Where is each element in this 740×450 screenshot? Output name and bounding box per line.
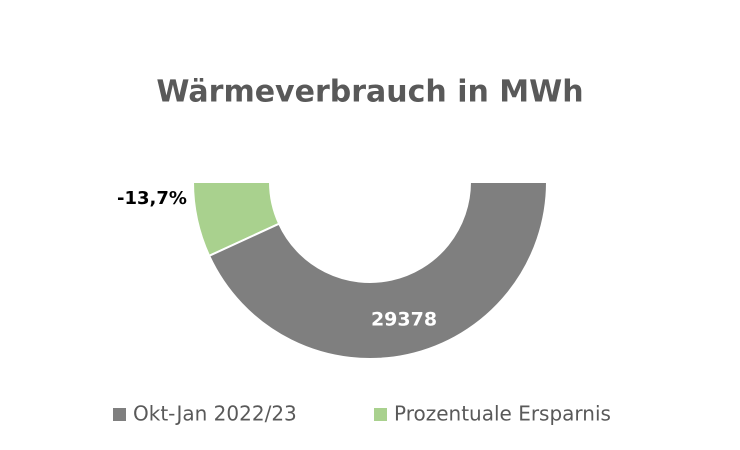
legend-swatch: [374, 408, 387, 421]
chart-title: Wärmeverbrauch in MWh: [156, 75, 583, 110]
data-label: -13,7%: [117, 188, 187, 209]
data-label: 29378: [371, 309, 437, 331]
donut-segment: [207, 181, 549, 360]
legend-label: Prozentuale Ersparnis: [394, 402, 611, 426]
legend-swatch: [113, 408, 126, 421]
legend-label: Okt-Jan 2022/23: [133, 402, 297, 426]
